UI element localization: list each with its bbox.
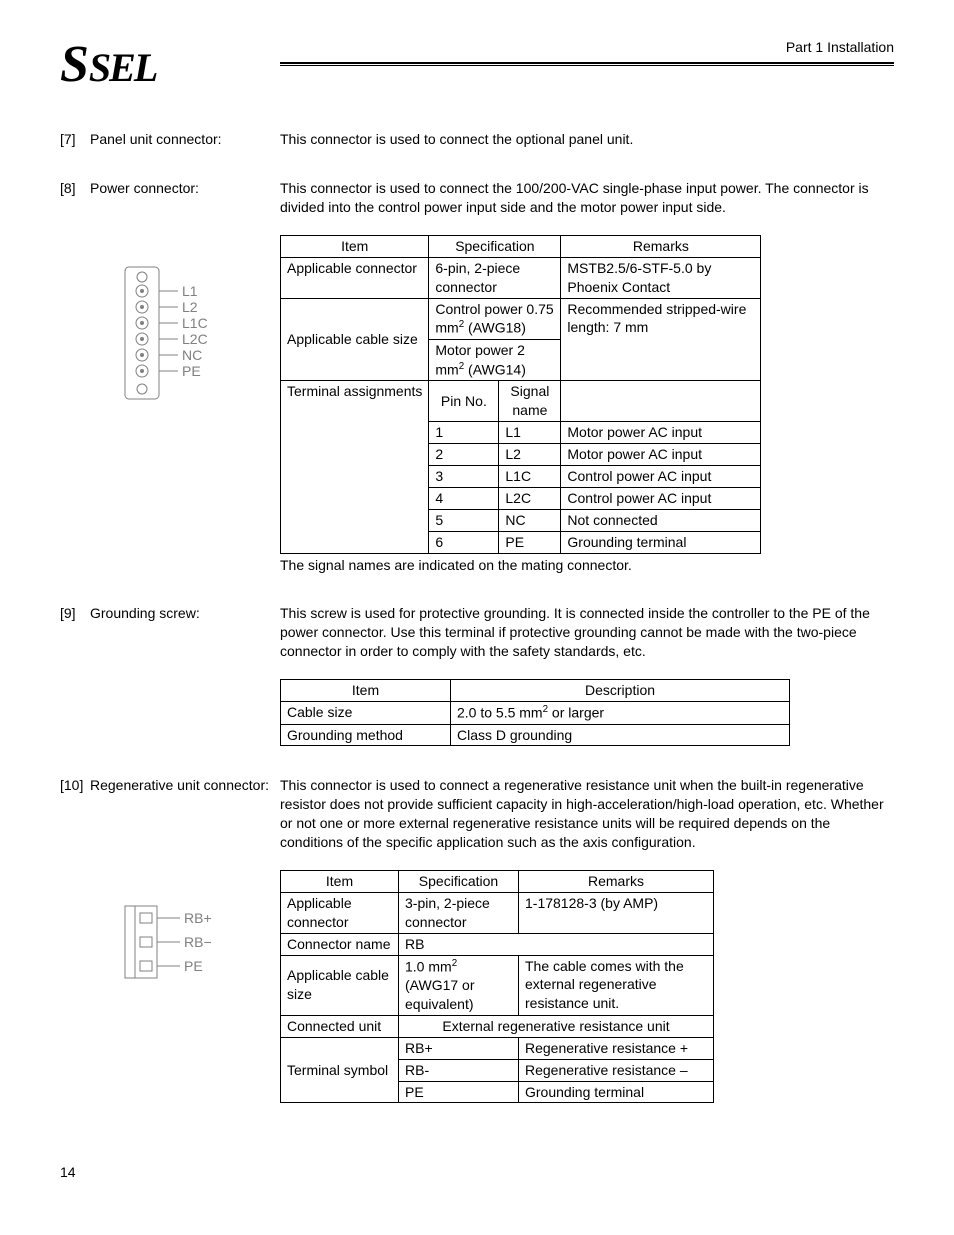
table-header-row: Item Description bbox=[281, 680, 790, 702]
item-number: [9] bbox=[60, 604, 90, 661]
item-description: This connector is used to connect a rege… bbox=[280, 776, 894, 852]
cell: PE bbox=[399, 1081, 519, 1103]
item-number: [8] bbox=[60, 179, 90, 217]
item-row: [10] Regenerative unit connector: This c… bbox=[60, 776, 894, 852]
section-regen-connector: [10] Regenerative unit connector: This c… bbox=[60, 776, 894, 1103]
th-desc: Description bbox=[451, 680, 790, 702]
th-spec: Specification bbox=[429, 235, 561, 257]
item-description: This screw is used for protective ground… bbox=[280, 604, 894, 661]
part-label: Part 1 Installation bbox=[776, 38, 894, 57]
cell: Grounding terminal bbox=[519, 1081, 714, 1103]
cell: The cable comes with the external regene… bbox=[519, 955, 714, 1015]
svg-text:NC: NC bbox=[182, 347, 202, 363]
grounding-table: Item Description Cable size 2.0 to 5.5 m… bbox=[280, 679, 790, 746]
logo: S SEL bbox=[60, 30, 156, 100]
page-number: 14 bbox=[60, 1163, 894, 1182]
cell: Applicable cable size bbox=[281, 955, 399, 1015]
header-rule bbox=[280, 62, 894, 66]
section-power-connector: [8] Power connector: This connector is u… bbox=[60, 179, 894, 574]
cell: Class D grounding bbox=[451, 724, 790, 746]
item-row: [9] Grounding screw: This screw is used … bbox=[60, 604, 894, 661]
cell: Connected unit bbox=[281, 1015, 399, 1037]
cell: Grounding method bbox=[281, 724, 451, 746]
cell: 6-pin, 2-piece connector bbox=[429, 257, 561, 298]
item-number: [10] bbox=[60, 776, 90, 852]
cell: Regenerative resistance – bbox=[519, 1059, 714, 1081]
regen-connector-figure: RB+RB−PE (function(){ const labels = JSO… bbox=[100, 870, 280, 995]
table-row: Terminal symbol RB+ Regenerative resista… bbox=[281, 1037, 714, 1059]
item-name: Panel unit connector: bbox=[90, 130, 280, 149]
page-header: S SEL Part 1 Installation bbox=[60, 30, 894, 100]
th-rem: Remarks bbox=[519, 870, 714, 892]
cell: 1-178128-3 (by AMP) bbox=[519, 892, 714, 933]
item-name: Power connector: bbox=[90, 179, 280, 217]
table-row: Connected unit External regenerative res… bbox=[281, 1015, 714, 1037]
table-row: Grounding method Class D grounding bbox=[281, 724, 790, 746]
item-description: This connector is used to connect the op… bbox=[280, 130, 894, 149]
th-spec: Specification bbox=[399, 870, 519, 892]
section-panel-unit: [7] Panel unit connector: This connector… bbox=[60, 130, 894, 149]
cell: 2.0 to 5.5 mm2 or larger bbox=[451, 701, 790, 724]
power-connector-figure: L1L2L1CL2CNCPE (function(){ const labels… bbox=[100, 235, 280, 410]
cell: Control power 0.75 mm2 (AWG18) bbox=[429, 298, 561, 339]
cell: Motor power 2 mm2 (AWG14) bbox=[429, 339, 561, 380]
svg-text:PE: PE bbox=[184, 958, 203, 974]
table-row: Applicable cable size Control power 0.75… bbox=[281, 298, 761, 339]
cell: Recommended stripped-wire length: 7 mm bbox=[561, 298, 761, 381]
th-item: Item bbox=[281, 870, 399, 892]
item-name: Regenerative unit connector: bbox=[90, 776, 280, 852]
cell: Signal name bbox=[499, 381, 561, 422]
cell: Terminal assignments bbox=[281, 381, 429, 553]
section-grounding-screw: [9] Grounding screw: This screw is used … bbox=[60, 604, 894, 746]
cell: Cable size bbox=[281, 701, 451, 724]
regen-spec-table: Item Specification Remarks Applicable co… bbox=[280, 870, 714, 1103]
cell: Applicable cable size bbox=[281, 298, 429, 381]
cell: MSTB2.5/6-STF-5.0 by Phoenix Contact bbox=[561, 257, 761, 298]
svg-text:RB−: RB− bbox=[184, 934, 212, 950]
item-description: This connector is used to connect the 10… bbox=[280, 179, 894, 217]
table-row: Applicable connector 3-pin, 2-piece conn… bbox=[281, 892, 714, 933]
cell: RB+ bbox=[399, 1037, 519, 1059]
item-name: Grounding screw: bbox=[90, 604, 280, 661]
cell: RB- bbox=[399, 1059, 519, 1081]
item-row: [8] Power connector: This connector is u… bbox=[60, 179, 894, 217]
th-item: Item bbox=[281, 235, 429, 257]
cell: RB bbox=[399, 933, 714, 955]
table-header-row: Item Specification Remarks bbox=[281, 870, 714, 892]
table-row: Applicable connector 6-pin, 2-piece conn… bbox=[281, 257, 761, 298]
svg-text:L1: L1 bbox=[182, 283, 198, 299]
logo-s: S bbox=[60, 30, 87, 100]
table-header-row: Item Specification Remarks bbox=[281, 235, 761, 257]
power-spec-table: Item Specification Remarks Applicable co… bbox=[280, 235, 761, 554]
svg-text:L2C: L2C bbox=[182, 331, 208, 347]
cell: Regenerative resistance + bbox=[519, 1037, 714, 1059]
svg-text:RB+: RB+ bbox=[184, 910, 212, 926]
table-row: Applicable cable size 1.0 mm2 (AWG17 or … bbox=[281, 955, 714, 1015]
cell bbox=[561, 381, 761, 422]
svg-text:L1C: L1C bbox=[182, 315, 208, 331]
cell: External regenerative resistance unit bbox=[399, 1015, 714, 1037]
th-rem: Remarks bbox=[561, 235, 761, 257]
cell: 1.0 mm2 (AWG17 or equivalent) bbox=[399, 955, 519, 1015]
cell: 3-pin, 2-piece connector bbox=[399, 892, 519, 933]
power-note: The signal names are indicated on the ma… bbox=[280, 556, 894, 575]
table-row: Connector name RB bbox=[281, 933, 714, 955]
table-row: Cable size 2.0 to 5.5 mm2 or larger bbox=[281, 701, 790, 724]
svg-text:L2: L2 bbox=[182, 299, 198, 315]
th-item: Item bbox=[281, 680, 451, 702]
cell: Applicable connector bbox=[281, 257, 429, 298]
svg-text:PE: PE bbox=[182, 363, 201, 379]
cell: Connector name bbox=[281, 933, 399, 955]
item-number: [7] bbox=[60, 130, 90, 149]
cell: Applicable connector bbox=[281, 892, 399, 933]
cell: Terminal symbol bbox=[281, 1037, 399, 1103]
item-row: [7] Panel unit connector: This connector… bbox=[60, 130, 894, 149]
logo-text: SEL bbox=[89, 41, 156, 95]
table-row: Terminal assignments Pin No. Signal name bbox=[281, 381, 761, 422]
cell: Pin No. bbox=[429, 381, 499, 422]
